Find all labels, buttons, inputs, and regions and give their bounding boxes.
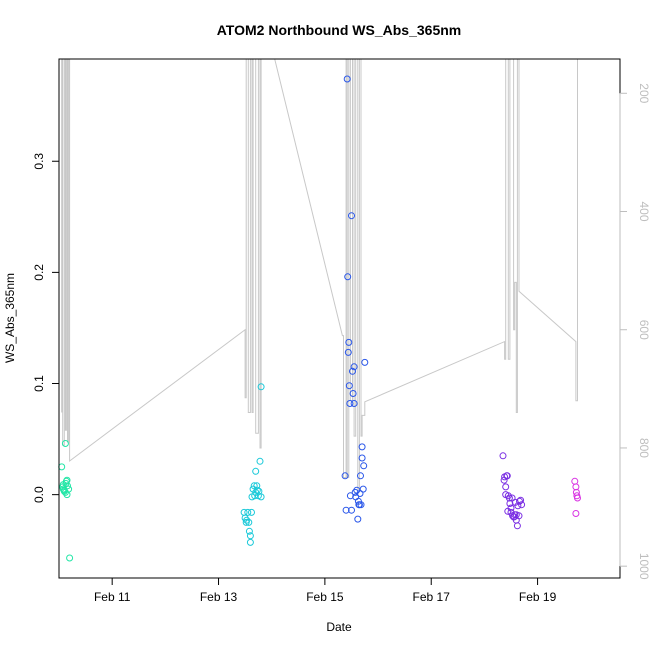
data-point — [58, 463, 66, 471]
data-point — [246, 538, 254, 546]
secondary-tick-label: 1000 — [637, 553, 650, 580]
data-point — [252, 467, 260, 475]
data-point — [243, 516, 251, 524]
data-point — [507, 504, 515, 512]
secondary-tick-label: 600 — [637, 320, 650, 340]
secondary-y-axis: 200 400 600 800 1000 — [619, 83, 650, 580]
y-axis-label: WS_Abs_365nm — [3, 273, 17, 363]
data-point — [348, 212, 355, 220]
data-point — [257, 493, 265, 501]
data-point — [245, 527, 253, 535]
x-axis: Feb 11 Feb 13 Feb 15 Feb 17 Feb 19 — [94, 578, 557, 604]
data-point — [351, 488, 359, 496]
data-point — [361, 358, 369, 366]
data-point — [503, 472, 511, 480]
data-point — [248, 508, 255, 516]
data-point — [517, 496, 525, 504]
data-point — [343, 75, 351, 83]
data-point — [348, 506, 355, 514]
data-point — [346, 400, 354, 407]
secondary-tick-label: 400 — [637, 201, 650, 221]
y-tick-label: 0.0 — [32, 486, 46, 503]
data-point — [349, 367, 356, 375]
points-layer — [58, 75, 581, 562]
data-point — [513, 522, 521, 530]
y-tick-label: 0.1 — [32, 375, 46, 392]
data-point — [341, 472, 349, 480]
data-point — [350, 400, 358, 407]
data-point — [359, 485, 367, 493]
x-tick-label: Feb 17 — [413, 590, 451, 604]
data-point — [357, 472, 364, 480]
data-point — [350, 363, 358, 371]
data-point — [515, 512, 523, 520]
data-point — [572, 510, 580, 517]
data-point — [61, 440, 69, 447]
data-point — [514, 502, 522, 510]
data-point — [245, 518, 253, 526]
data-point — [518, 501, 526, 509]
data-point — [66, 554, 74, 562]
data-point — [65, 485, 73, 493]
x-tick-label: Feb 13 — [200, 590, 238, 604]
x-tick-label: Feb 15 — [306, 590, 344, 604]
data-point — [571, 477, 579, 485]
data-point — [358, 454, 366, 462]
x-tick-label: Feb 19 — [519, 590, 557, 604]
plot-frame — [58, 58, 621, 579]
data-point — [358, 443, 366, 451]
data-point — [516, 497, 523, 505]
data-point — [244, 508, 252, 516]
data-point — [345, 338, 353, 346]
data-point — [360, 462, 368, 470]
secondary-trace-layer — [61, 59, 578, 490]
data-point — [251, 492, 259, 500]
data-point — [357, 501, 365, 509]
chart-title: ATOM2 Northbound WS_Abs_365nm — [217, 22, 462, 38]
data-point — [354, 515, 362, 523]
y-tick-label: 0.3 — [32, 153, 46, 170]
data-point — [246, 532, 254, 540]
data-point — [241, 514, 249, 522]
secondary-trace-line — [61, 59, 578, 490]
data-point — [502, 483, 510, 491]
data-point — [499, 452, 507, 460]
x-axis-label: Date — [326, 620, 352, 634]
data-point — [256, 457, 264, 465]
data-point — [342, 506, 350, 514]
y-axis: 0.0 0.1 0.2 0.3 — [32, 153, 59, 503]
secondary-tick-label: 200 — [637, 83, 650, 103]
data-point — [345, 382, 353, 390]
data-point — [574, 494, 581, 502]
data-point — [344, 348, 352, 356]
data-point — [257, 383, 265, 391]
x-tick-label: Feb 11 — [94, 590, 131, 604]
y-tick-label: 0.2 — [32, 264, 46, 281]
data-point — [59, 481, 67, 489]
data-point — [349, 390, 357, 397]
data-point — [346, 492, 354, 500]
data-point — [344, 273, 352, 281]
secondary-tick-label: 800 — [637, 438, 650, 458]
